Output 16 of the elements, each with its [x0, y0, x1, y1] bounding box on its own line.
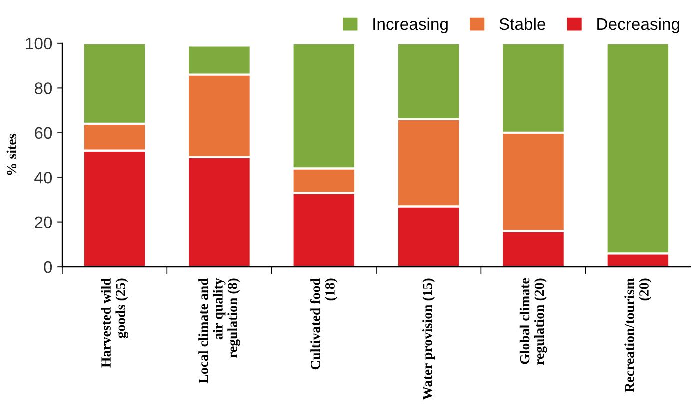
legend-label: Decreasing: [598, 18, 680, 34]
y-tick-label: 60: [35, 127, 52, 140]
x-tick-label: Local climate and air quality regulation (8): [198, 278, 240, 384]
y-tick-label: 80: [34, 82, 52, 94]
y-axis-title: % sites: [6, 134, 17, 176]
x-tick-label: Harvested wild goods (25): [101, 278, 128, 368]
y-tick-label: 20: [35, 216, 52, 229]
y-tick-label: 100: [26, 38, 52, 50]
legend-label: Increasing: [374, 18, 448, 34]
y-tick-label: 0: [44, 261, 52, 274]
x-tick-label: Global climate regulation (20): [520, 278, 548, 366]
legend-label: Stable: [500, 18, 546, 30]
x-tick-label: Water provision (15): [422, 278, 436, 400]
x-tick-label: Recreation/tourism (20): [624, 278, 652, 393]
x-tick-label: Cultivated food (18): [310, 278, 338, 370]
y-tick-label: 40: [34, 172, 52, 184]
